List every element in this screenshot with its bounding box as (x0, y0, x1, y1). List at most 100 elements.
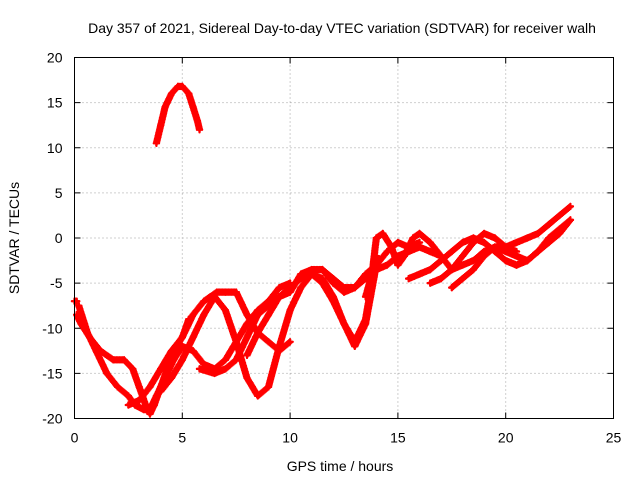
data-point (109, 356, 118, 364)
data-point (351, 283, 359, 292)
y-tick-label: 5 (55, 185, 63, 201)
data-point (113, 383, 122, 391)
data-point (566, 202, 575, 211)
data-point (379, 229, 387, 238)
data-point (157, 387, 165, 396)
data-point (232, 338, 240, 346)
data-point (275, 292, 284, 301)
data-point (146, 405, 154, 414)
data-point (534, 229, 542, 238)
data-point (555, 225, 564, 233)
data-point (404, 274, 413, 283)
data-point (221, 356, 230, 364)
data-point (448, 247, 456, 256)
data-point (394, 238, 402, 247)
data-point (286, 338, 294, 346)
series-arc-12 (426, 202, 575, 287)
data-point (545, 220, 553, 229)
data-point (372, 234, 381, 242)
data-point (189, 311, 197, 319)
data-point (264, 338, 273, 346)
data-point (167, 347, 176, 355)
data-point (254, 392, 262, 400)
data-point (448, 283, 456, 292)
data-point (469, 265, 478, 274)
data-point (512, 252, 521, 260)
y-tick-label: -5 (50, 275, 63, 291)
data-point (243, 374, 251, 382)
data-point (200, 360, 208, 369)
data-point (426, 247, 434, 256)
data-point (415, 229, 424, 238)
data-point (75, 301, 83, 310)
data-point (329, 297, 337, 305)
data-point (458, 252, 467, 260)
data-point (458, 261, 467, 269)
data-point (167, 374, 176, 382)
data-point (415, 243, 424, 251)
data-point (448, 265, 456, 274)
data-point (221, 306, 230, 314)
data-point (400, 252, 409, 260)
data-point (210, 369, 219, 378)
data-point (340, 288, 348, 296)
data-point (523, 256, 531, 265)
data-point (502, 256, 510, 265)
data-point (361, 292, 370, 301)
data-point (189, 103, 197, 111)
data-point (178, 356, 186, 364)
data-point (152, 392, 161, 400)
data-point (394, 261, 402, 269)
chart-title: Day 357 of 2021, Sidereal Day-to-day VTE… (88, 20, 596, 36)
x-tick-label: 20 (498, 430, 514, 446)
data-point (178, 333, 186, 341)
data-point (307, 265, 316, 274)
data-point (318, 265, 327, 274)
data-point (426, 265, 434, 274)
data-point (243, 333, 251, 341)
data-point (383, 261, 391, 269)
data-point (480, 238, 488, 247)
data-point (329, 279, 337, 287)
data-point (458, 238, 467, 247)
series-arc-14 (502, 216, 575, 269)
data-point (512, 238, 521, 247)
data-point (129, 365, 137, 373)
data-point (480, 229, 488, 238)
data-point (161, 374, 169, 382)
data-point (297, 283, 305, 292)
data-point (120, 356, 128, 364)
data-point (83, 329, 92, 337)
data-point (243, 311, 251, 319)
x-tick-label: 25 (606, 430, 622, 446)
data-point (286, 288, 294, 296)
data-point (383, 247, 391, 256)
data-point (139, 405, 148, 414)
data-point (469, 256, 478, 265)
data-point (221, 365, 230, 373)
data-point (534, 247, 542, 256)
data-point (275, 283, 284, 292)
data-point (275, 342, 284, 350)
y-tick-label: 0 (55, 230, 63, 246)
data-point (189, 347, 197, 355)
data-point (161, 103, 169, 111)
data-point (200, 311, 208, 319)
data-point (318, 279, 327, 287)
data-point (480, 252, 488, 260)
data-point (264, 383, 273, 391)
data-point (169, 356, 178, 364)
data-point (502, 247, 510, 256)
plus-markers (152, 82, 204, 147)
data-point (409, 234, 417, 242)
data-point (566, 216, 575, 224)
x-axis-label: GPS time / hours (287, 458, 394, 474)
x-tick-label: 0 (71, 430, 79, 446)
y-tick-label: -15 (42, 365, 62, 381)
data-point (167, 89, 176, 98)
data-point (523, 234, 531, 242)
data-series (70, 82, 575, 418)
data-point (152, 139, 161, 147)
data-point (232, 356, 240, 364)
data-point (178, 82, 186, 91)
